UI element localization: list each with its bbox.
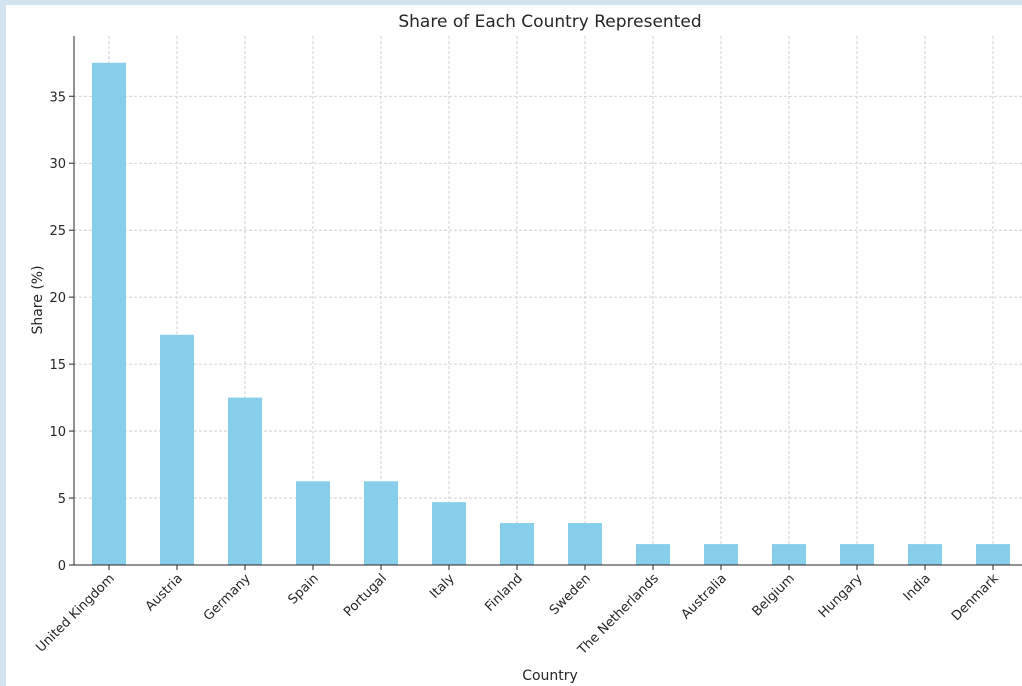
bar [568, 523, 602, 565]
bar [364, 481, 398, 565]
x-tick-label: Denmark [949, 571, 1002, 624]
y-tick-label: 0 [58, 559, 66, 574]
bar [976, 544, 1010, 565]
bar-chart: 0 5 10 15 20 25 30 35 United Kingdom Austria Germ… [30, 12, 1022, 684]
y-tick-label: 5 [58, 492, 66, 507]
y-tick-label: 25 [49, 224, 66, 239]
bar [92, 62, 126, 565]
bar [160, 334, 194, 565]
x-tick-label: Austria [143, 571, 186, 614]
y-tick-label: 20 [49, 291, 66, 306]
y-tick-label: 30 [49, 157, 66, 172]
bar [840, 544, 874, 565]
bar [636, 544, 670, 565]
bar [500, 523, 534, 565]
bar [908, 544, 942, 565]
y-ticks: 0 5 10 15 20 25 30 35 [49, 90, 74, 574]
bar [228, 397, 262, 565]
x-tick-label: Spain [286, 571, 322, 607]
x-tick-label: Germany [201, 571, 254, 624]
y-tick-label: 35 [49, 90, 66, 105]
y-tick-label: 10 [49, 425, 66, 440]
bars [92, 62, 1010, 565]
x-tick-label: India [901, 571, 934, 604]
x-tick-label: Australia [679, 571, 730, 622]
y-axis-title: Share (%) [30, 265, 46, 334]
bar [772, 544, 806, 565]
grid-lines [74, 36, 1022, 565]
chart-title: Share of Each Country Represented [398, 12, 701, 32]
chart-frame: 0 5 10 15 20 25 30 35 United Kingdom Austria Germ… [6, 5, 1022, 686]
x-tick-label: Hungary [816, 571, 866, 621]
x-axis-title: Country [522, 668, 578, 684]
x-tick-label: Finland [482, 571, 525, 614]
bar [704, 544, 738, 565]
bar [432, 502, 466, 565]
x-tick-label: Sweden [547, 571, 594, 618]
x-tick-label: Italy [427, 571, 458, 602]
x-tick-label: United Kingdom [33, 571, 117, 655]
x-ticks: United Kingdom Austria Germany Spain Portuga… [33, 565, 1002, 659]
axes [73, 36, 1022, 566]
x-tick-label: Portugal [341, 571, 390, 620]
x-tick-label: Belgium [750, 571, 798, 619]
y-tick-label: 15 [49, 358, 66, 373]
bar [296, 481, 330, 565]
